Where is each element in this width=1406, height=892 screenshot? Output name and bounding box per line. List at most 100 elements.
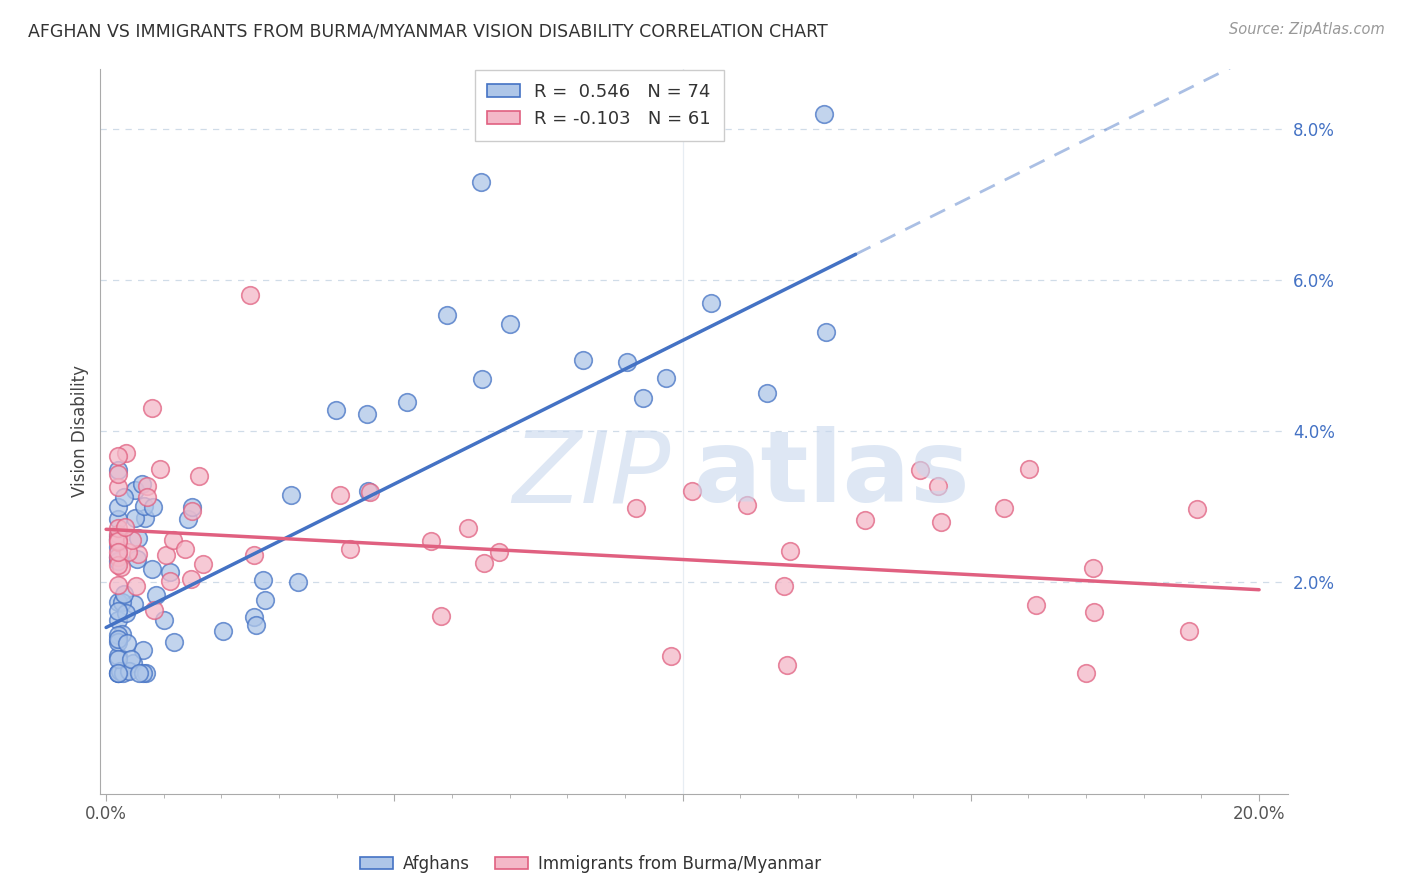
- Point: [287, 574, 309, 589]
- Point: [142, 500, 165, 514]
- Point: [107, 549, 129, 564]
- Point: [107, 665, 129, 680]
- Point: [572, 352, 595, 367]
- Point: [329, 488, 352, 502]
- Point: [107, 526, 129, 541]
- Point: [107, 628, 129, 642]
- Text: atlas: atlas: [695, 426, 970, 523]
- Point: [631, 391, 654, 405]
- Point: [245, 618, 267, 632]
- Legend: R =  0.546   N = 74, R = -0.103   N = 61: R = 0.546 N = 74, R = -0.103 N = 61: [475, 70, 724, 141]
- Point: [107, 500, 129, 514]
- Point: [107, 652, 129, 666]
- Point: [122, 657, 145, 671]
- Point: [136, 490, 159, 504]
- Point: [141, 401, 163, 416]
- Point: [252, 574, 274, 588]
- Point: [107, 449, 129, 463]
- Point: [779, 544, 801, 558]
- Point: [153, 613, 176, 627]
- Point: [121, 533, 143, 548]
- Point: [853, 512, 876, 526]
- Point: [107, 545, 129, 559]
- Point: [107, 463, 129, 477]
- Point: [112, 490, 135, 504]
- Point: [181, 500, 204, 514]
- Point: [114, 446, 136, 460]
- Point: [110, 559, 132, 574]
- Point: [107, 480, 129, 494]
- Text: AFGHAN VS IMMIGRANTS FROM BURMA/MYANMAR VISION DISABILITY CORRELATION CHART: AFGHAN VS IMMIGRANTS FROM BURMA/MYANMAR …: [28, 22, 828, 40]
- Point: [128, 665, 150, 680]
- Point: [149, 462, 172, 476]
- Point: [1185, 501, 1208, 516]
- Point: [436, 309, 458, 323]
- Point: [910, 463, 932, 477]
- Point: [107, 550, 129, 565]
- Point: [107, 595, 129, 609]
- Point: [107, 532, 129, 546]
- Point: [188, 469, 211, 483]
- Point: [115, 606, 138, 620]
- Point: [145, 588, 167, 602]
- Point: [212, 624, 235, 638]
- Point: [107, 558, 129, 573]
- Point: [107, 532, 129, 546]
- Point: [1018, 462, 1040, 476]
- Point: [107, 648, 129, 663]
- Point: [135, 665, 157, 680]
- Point: [1083, 561, 1105, 575]
- Point: [756, 386, 779, 401]
- Point: [488, 545, 510, 559]
- Point: [107, 604, 129, 618]
- Point: [125, 552, 148, 566]
- Point: [927, 479, 949, 493]
- Legend: Afghans, Immigrants from Burma/Myanmar: Afghans, Immigrants from Burma/Myanmar: [353, 848, 828, 880]
- Point: [155, 548, 177, 562]
- Point: [136, 479, 159, 493]
- Point: [162, 533, 184, 548]
- Point: [107, 533, 129, 548]
- Point: [142, 603, 165, 617]
- Point: [775, 657, 797, 672]
- Point: [356, 407, 378, 421]
- Point: [993, 501, 1015, 516]
- Point: [177, 512, 200, 526]
- Point: [616, 355, 638, 369]
- Point: [131, 477, 153, 491]
- Point: [163, 635, 186, 649]
- Point: [159, 574, 181, 589]
- Point: [339, 541, 361, 556]
- Point: [470, 175, 492, 189]
- Point: [624, 501, 647, 516]
- Point: [681, 483, 703, 498]
- Point: [191, 557, 214, 571]
- Point: [737, 498, 759, 512]
- Point: [107, 578, 129, 592]
- Point: [813, 107, 835, 121]
- Point: [107, 533, 129, 547]
- Point: [929, 516, 952, 530]
- Point: [107, 665, 129, 680]
- Point: [115, 636, 138, 650]
- Point: [772, 579, 794, 593]
- Y-axis label: Vision Disability: Vision Disability: [72, 365, 89, 497]
- Point: [243, 549, 266, 563]
- Point: [325, 402, 347, 417]
- Point: [420, 533, 443, 548]
- Point: [111, 626, 134, 640]
- Point: [654, 371, 676, 385]
- Text: Source: ZipAtlas.com: Source: ZipAtlas.com: [1229, 22, 1385, 37]
- Point: [141, 562, 163, 576]
- Point: [107, 665, 129, 680]
- Point: [107, 632, 129, 647]
- Point: [430, 609, 453, 624]
- Point: [127, 532, 149, 546]
- Point: [396, 395, 419, 409]
- Point: [659, 648, 682, 663]
- Point: [107, 534, 129, 549]
- Point: [111, 665, 134, 680]
- Point: [499, 317, 522, 331]
- Point: [815, 325, 838, 339]
- Point: [108, 665, 131, 679]
